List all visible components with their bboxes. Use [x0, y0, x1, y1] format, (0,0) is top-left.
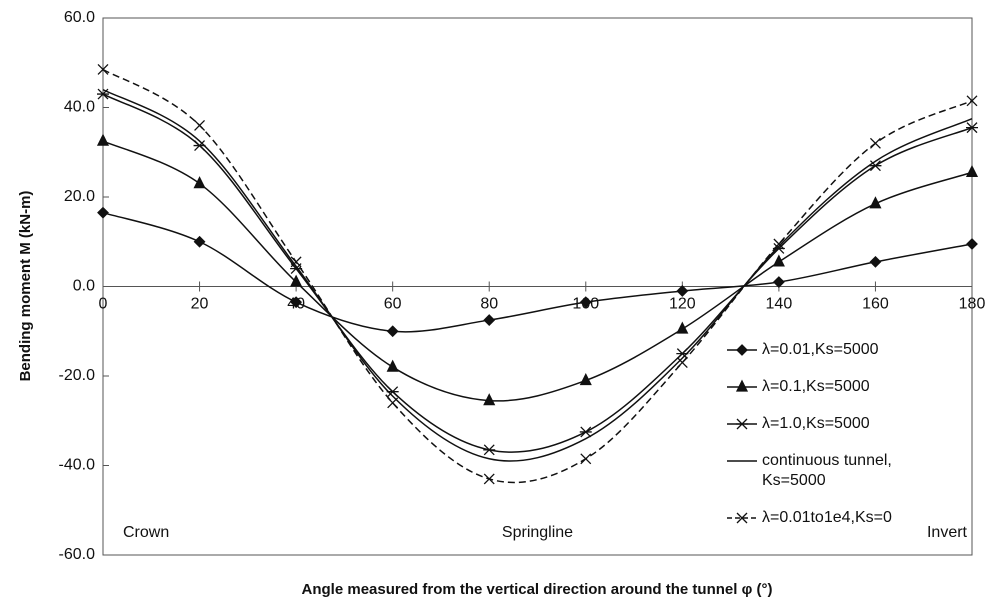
marker — [290, 256, 302, 268]
marker — [735, 379, 749, 392]
series-line — [102, 88, 973, 462]
marker — [736, 344, 748, 356]
y-tick-label: -60.0 — [59, 546, 96, 563]
marker — [579, 426, 592, 438]
marker — [193, 176, 206, 189]
marker — [676, 357, 688, 369]
legend-label: continuous tunnel, Ks=5000 — [762, 452, 892, 489]
legend-label: λ=0.1,Ks=5000 — [762, 378, 870, 395]
marker — [966, 238, 978, 250]
y-tick-label: -20.0 — [59, 367, 96, 384]
annotation: Crown — [123, 524, 169, 541]
x-tick-label: 180 — [959, 296, 986, 313]
marker — [96, 133, 110, 146]
marker — [387, 397, 399, 409]
marker — [869, 255, 882, 268]
marker — [386, 325, 399, 338]
series-line — [102, 211, 973, 333]
marker — [290, 274, 303, 287]
y-tick-label: 40.0 — [64, 99, 95, 116]
marker — [965, 164, 979, 178]
y-tick-label: 20.0 — [64, 188, 95, 205]
x-tick-label: 120 — [669, 296, 696, 313]
marker — [869, 196, 882, 209]
x-tick-label: 20 — [191, 296, 209, 313]
series-line — [102, 93, 973, 453]
annotation: Springline — [502, 524, 573, 541]
marker — [772, 254, 785, 267]
x-tick-label: 140 — [766, 296, 793, 313]
legend-label: λ=0.01to1e4,Ks=0 — [762, 509, 892, 526]
marker — [773, 238, 785, 250]
marker — [676, 321, 689, 334]
marker — [483, 393, 496, 406]
marker — [386, 359, 399, 372]
series-line — [102, 68, 973, 484]
marker — [97, 64, 109, 75]
marker — [869, 160, 882, 172]
y-tick-label: -40.0 — [59, 457, 96, 474]
marker — [579, 296, 592, 309]
legend-label-line: Ks=5000 — [762, 472, 826, 489]
y-tick-label: 60.0 — [64, 9, 95, 26]
x-tick-label: 60 — [384, 296, 402, 313]
marker — [483, 444, 496, 456]
marker — [736, 418, 748, 430]
x-tick-label: 160 — [862, 296, 889, 313]
annotation: Invert — [927, 524, 968, 541]
marker — [579, 373, 592, 386]
marker — [736, 512, 748, 524]
marker — [966, 122, 978, 134]
x-axis-label: Angle measured from the vertical directi… — [302, 581, 773, 598]
marker — [97, 206, 109, 219]
marker — [772, 276, 785, 288]
legend-label: λ=0.01,Ks=5000 — [762, 341, 879, 358]
legend-label-line: continuous tunnel, — [762, 452, 892, 469]
marker — [483, 314, 496, 326]
marker — [966, 95, 978, 107]
x-tick-label: 0 — [99, 296, 108, 313]
marker — [483, 473, 495, 485]
marker — [290, 296, 303, 309]
marker — [194, 119, 206, 131]
y-axis-label: Bending moment M (kN-m) — [17, 191, 34, 382]
marker — [580, 453, 592, 465]
marker — [869, 137, 881, 149]
series-line — [102, 140, 973, 402]
x-tick-label: 80 — [480, 296, 498, 313]
marker — [676, 285, 689, 297]
marker — [193, 235, 206, 248]
y-tick-label: 0.0 — [73, 278, 95, 295]
legend-label: λ=1.0,Ks=5000 — [762, 415, 870, 432]
